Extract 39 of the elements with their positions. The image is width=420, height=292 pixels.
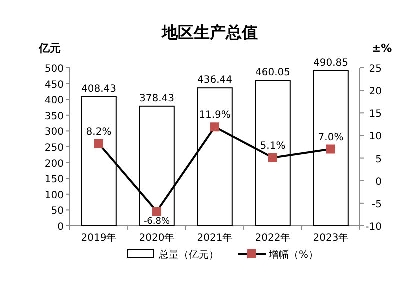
data-label: 408.43 [82,84,116,95]
y-tick-label: 300 [44,127,64,138]
y-tick-label: 400 [44,96,64,107]
data-label: -6.8% [144,217,170,228]
y-tick-label: 50 [51,206,64,218]
y2-tick-label: 15 [369,109,382,120]
chart-title: 地区生产总值 [161,23,258,42]
y2-tick-label: 5 [376,154,382,166]
y-tick-label: 450 [44,80,64,91]
x-tick-label: 2022年 [255,232,291,244]
y-tick-label: 250 [44,143,64,154]
data-label: 5.1% [260,140,286,152]
y-tick-label: 150 [44,174,64,186]
y-tick-label: 0 [58,222,64,233]
x-tick-label: 2023年 [313,232,349,244]
y-tick-label: 200 [44,158,64,170]
y-axis-title: 亿元 [38,42,61,55]
y2-tick-label: 0 [376,176,382,188]
y2-axis-title: ±% [372,42,392,55]
data-label: 436.44 [198,75,232,86]
y-tick-label: 100 [44,190,64,202]
y2-tick-label: 25 [369,64,382,75]
y2-tick-label: -10 [366,222,382,233]
data-label: 11.9% [199,110,231,122]
y-tick-label: 500 [44,64,64,75]
y2-tick-label: 10 [369,132,382,143]
legend-label: 增幅（%） [268,249,319,261]
y-tick-label: 350 [44,111,64,122]
data-label: 378.43 [140,93,174,104]
x-tick-label: 2021年 [197,232,233,244]
x-tick-label: 2019年 [81,232,117,244]
data-label: 460.05 [256,68,290,79]
y2-tick-label: -5 [372,199,382,210]
data-label: 8.2% [86,126,112,138]
x-tick-label: 2020年 [139,232,175,244]
data-label: 7.0% [318,132,344,144]
data-label: 490.85 [314,58,348,69]
legend-label: 总量（亿元） [158,249,219,261]
y2-tick-label: 20 [369,86,382,98]
